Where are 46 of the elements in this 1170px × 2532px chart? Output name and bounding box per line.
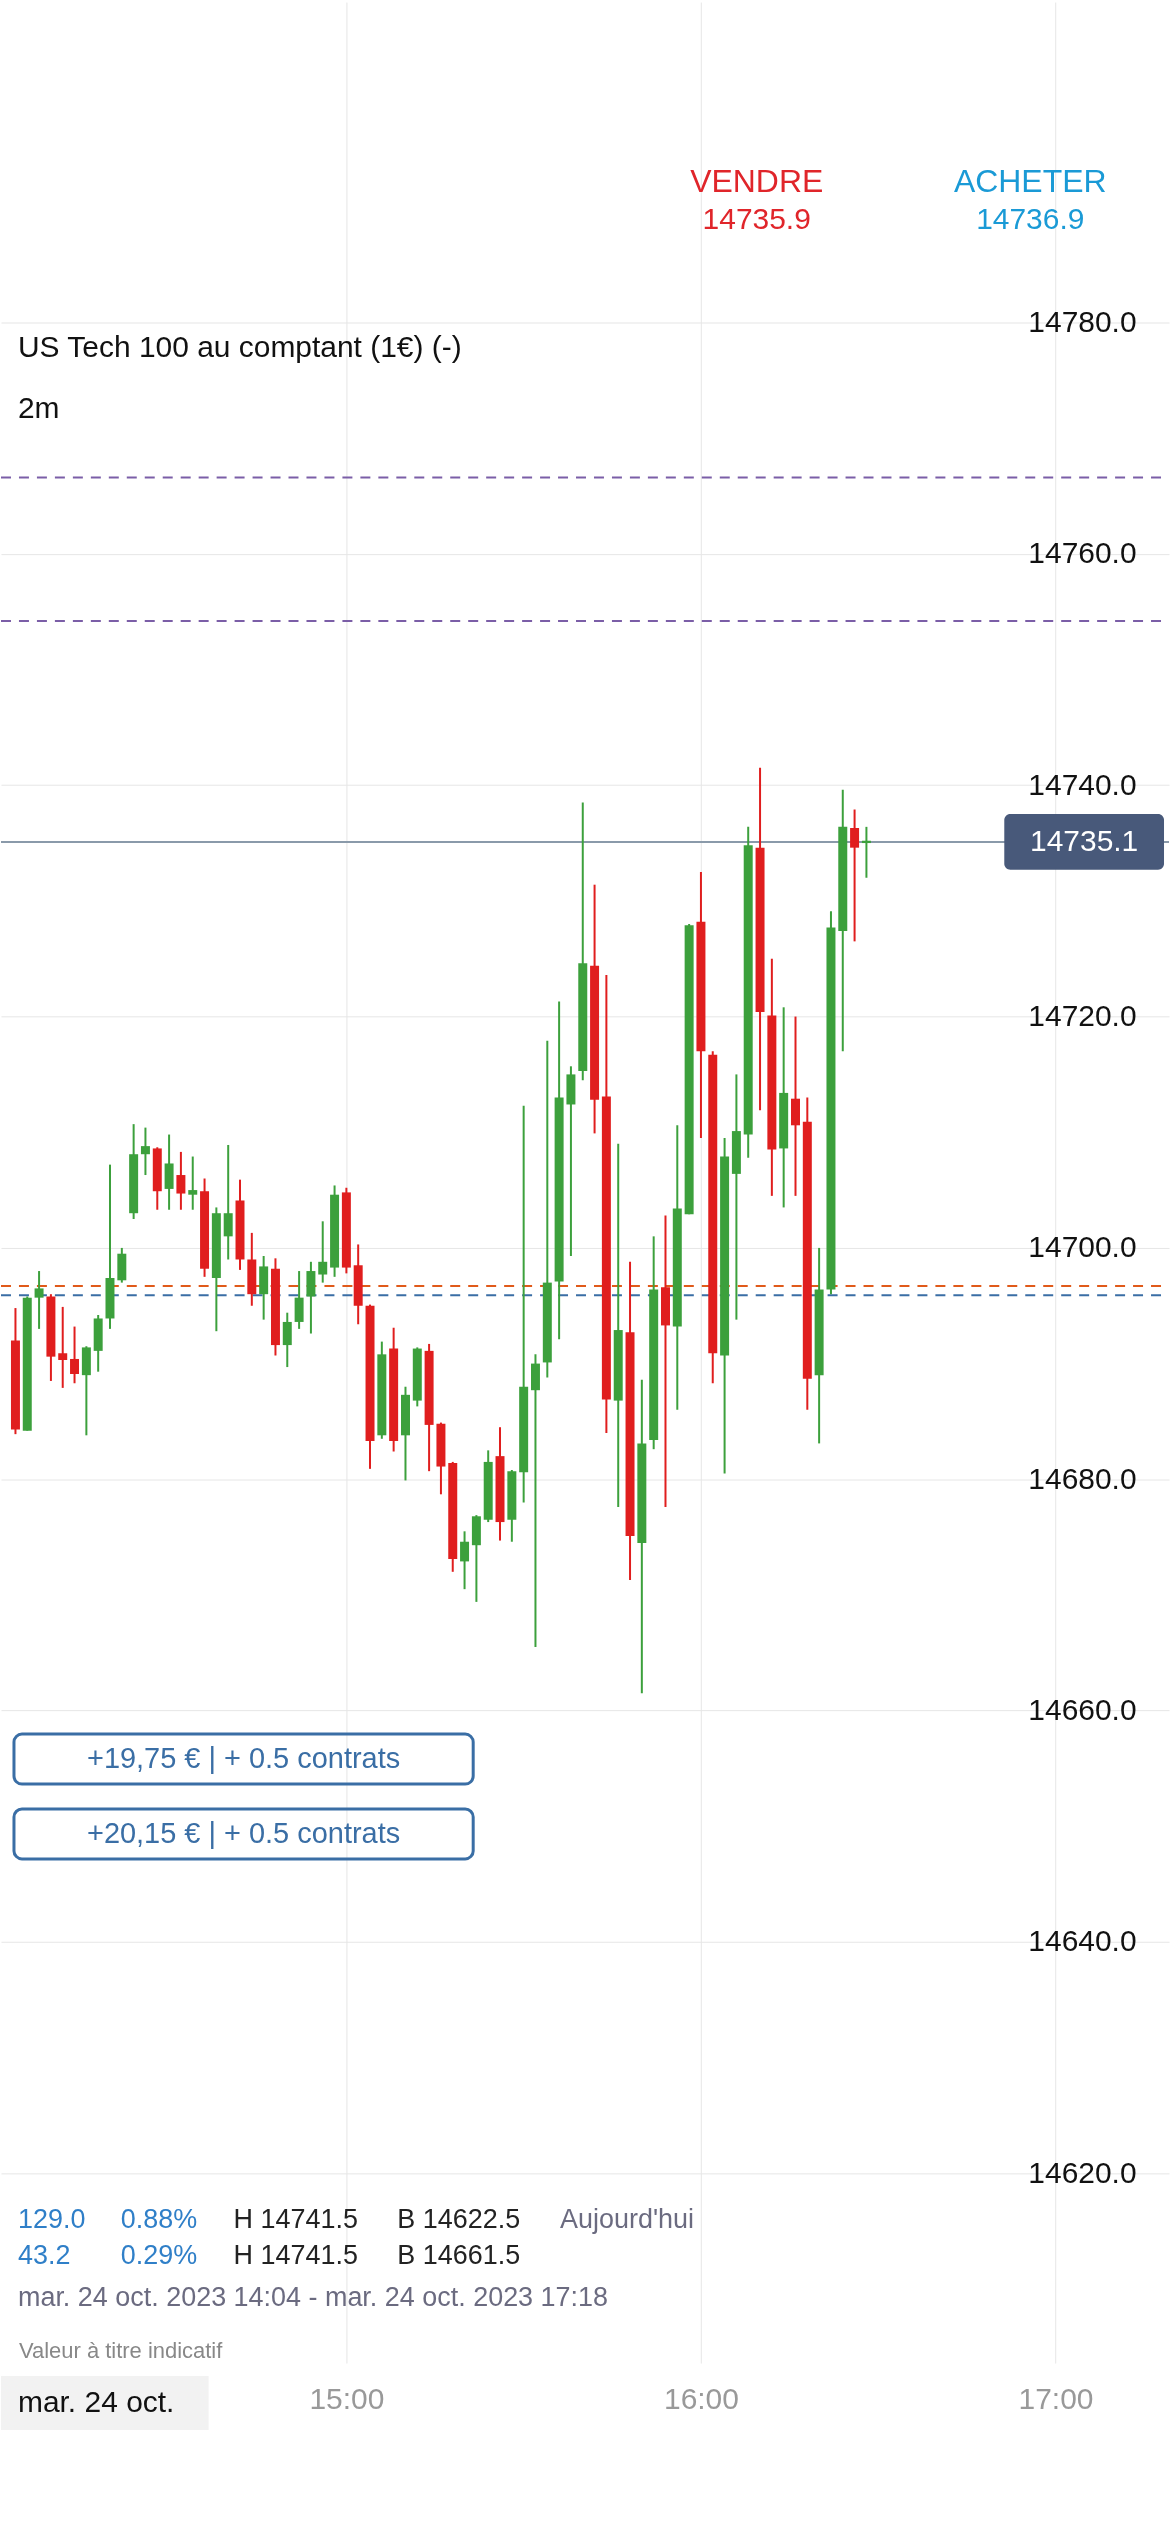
- text: 2m: [17, 391, 60, 425]
- annotation: 0.88%: [120, 2204, 198, 2235]
- annotation: +20,15 € | + 0.5 contrats: [86, 1816, 401, 1849]
- candlestick: [176, 1150, 186, 1211]
- candlestick: [34, 1270, 44, 1330]
- candlestick: [460, 1530, 470, 1591]
- annotation: VENDRE: [690, 162, 824, 199]
- candlestick: [282, 1311, 292, 1369]
- y-tick-label: 14720.0: [1028, 999, 1137, 1033]
- candlestick: [850, 808, 860, 943]
- y-tick-label: 14700.0: [1028, 1230, 1137, 1264]
- y-tick-label: 14620.0: [1028, 2155, 1137, 2189]
- annotation: mar. 24 oct. 2023 14:04 - mar. 24 oct. 2023 17:18: [17, 2282, 608, 2313]
- candlestick: [188, 1155, 198, 1211]
- annotation: +19,75 € | + 0.5 contrats: [86, 1742, 401, 1775]
- ref-line-label: 14735.1: [1030, 823, 1139, 857]
- annotation: Valeur à titre indicatif: [18, 2338, 224, 2364]
- candlestick: [58, 1305, 68, 1389]
- y-tick-label: 14760.0: [1028, 536, 1137, 570]
- candlestick: [530, 1353, 540, 1648]
- candlestick: [223, 1143, 233, 1261]
- y-tick-label: 14780.0: [1028, 304, 1137, 338]
- annotation: ACHETER: [953, 162, 1107, 199]
- text: US Tech 100 au comptant (1€) (-): [17, 330, 462, 364]
- annotation: 14735.9: [702, 201, 811, 235]
- candlestick: [140, 1126, 150, 1177]
- y-tick-label: 14660.0: [1028, 1693, 1137, 1727]
- candlestick: [660, 1214, 670, 1509]
- candlestick: [318, 1220, 328, 1284]
- x-tick-label: 16:00: [663, 2382, 739, 2416]
- y-tick-label: 14680.0: [1028, 1461, 1137, 1495]
- annotation: 0.29%: [120, 2240, 198, 2271]
- y-tick-label: 14640.0: [1028, 1924, 1137, 1958]
- annotation: 43.2: [17, 2240, 71, 2271]
- annotation: 129.0: [17, 2204, 86, 2235]
- annotation: 14736.9: [976, 201, 1085, 235]
- annotation: B 14661.5: [397, 2240, 521, 2271]
- annotation: Aujourd'hui: [560, 2204, 694, 2235]
- y-tick-label: 14740.0: [1028, 767, 1137, 801]
- candlestick: [70, 1325, 80, 1385]
- annotation: B 14622.5: [397, 2204, 521, 2235]
- x-tick-label: 15:00: [309, 2382, 385, 2416]
- annotation: H 14741.5: [233, 2204, 358, 2235]
- annotation: H 14741.5: [233, 2240, 358, 2271]
- text: mar. 24 oct.: [17, 2384, 175, 2418]
- x-tick-label: 17:00: [1018, 2382, 1094, 2416]
